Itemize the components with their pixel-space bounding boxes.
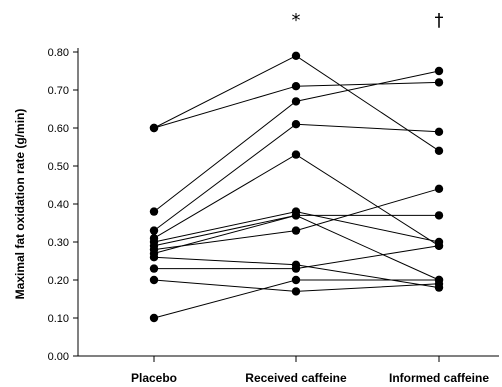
data-points (149, 51, 444, 323)
data-point (291, 264, 301, 273)
y-tick-label: 0.30 (48, 237, 69, 249)
data-point (291, 97, 301, 106)
y-tick-label: 0.00 (48, 351, 69, 363)
data-point (149, 313, 159, 323)
significance-marker: † (435, 10, 444, 31)
series-line (153, 70, 440, 212)
data-point (149, 123, 159, 133)
data-point (149, 275, 159, 285)
data-point (291, 275, 301, 285)
x-tick-label: Received caffeine (245, 371, 347, 385)
significance-marker: * (292, 10, 301, 31)
y-tick-label: 0.10 (48, 313, 69, 325)
data-point (291, 226, 301, 235)
data-point (434, 78, 444, 87)
data-point (434, 66, 444, 76)
data-point (291, 150, 301, 159)
axes (73, 48, 499, 362)
data-point (149, 207, 159, 216)
data-point (291, 287, 301, 296)
data-point (434, 146, 444, 155)
x-tick-label: Informed caffeine (389, 371, 489, 385)
chart-labels: 0.00 0.10 0.20 0.30 0.40 0.50 0.60 0.70 0.80 Plac… (13, 10, 489, 385)
data-point (434, 127, 444, 136)
x-tick-label: Placebo (131, 371, 177, 385)
y-tick-label: 0.80 (48, 47, 69, 59)
data-point (149, 264, 159, 273)
y-tick-label: 0.40 (48, 199, 69, 211)
data-point (291, 120, 301, 129)
data-point (434, 275, 444, 285)
y-axis-title: Maximal fat oxidation rate (g/min) (13, 109, 27, 300)
data-point (434, 184, 444, 193)
data-point (434, 211, 444, 220)
y-tick-label: 0.70 (48, 85, 69, 97)
data-point (291, 51, 301, 60)
data-point (291, 82, 301, 91)
y-tick-label: 0.20 (48, 275, 69, 287)
data-point (149, 226, 159, 235)
data-point (291, 211, 301, 220)
data-point (149, 249, 159, 258)
y-tick-label: 0.60 (48, 123, 69, 135)
y-tick-label: 0.50 (48, 161, 69, 173)
data-point (434, 241, 444, 250)
